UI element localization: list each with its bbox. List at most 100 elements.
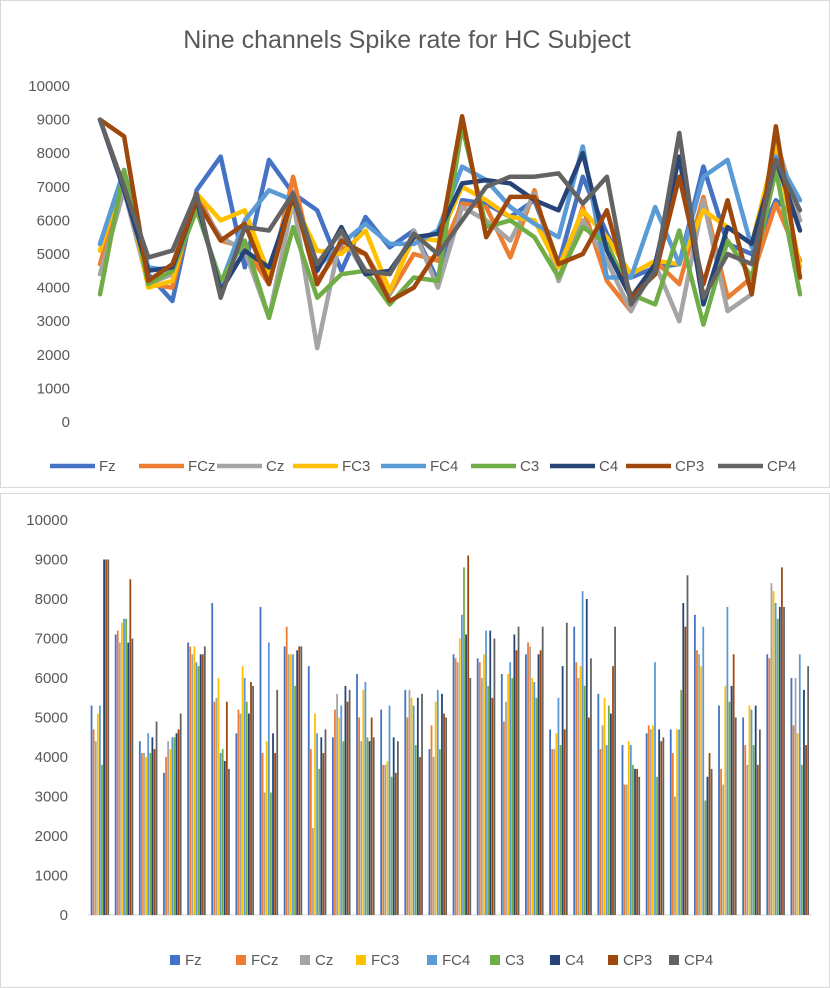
bar-fc3 [676,729,678,915]
bar-cp3 [443,713,445,915]
bar-fcz [237,709,240,915]
bar-c4 [103,559,105,915]
bar-cz [432,757,435,915]
bar-fz [476,658,479,916]
bar-c3 [149,753,152,915]
bar-c3 [607,705,610,915]
bar-c3 [101,764,103,915]
bar-c3 [680,689,683,915]
bar-fc3 [121,622,123,915]
legend-label: FCz [188,458,216,475]
bar-cp4 [445,717,448,915]
bar-fc3 [796,733,799,915]
legend-box-swatch [669,955,679,965]
bar-cz [191,654,194,915]
bar-c3 [414,745,417,915]
bar-chart-y-tick-label: 3000 [35,789,68,806]
bar-cp3 [394,772,397,915]
bar-c3 [221,749,224,915]
bar-cp4 [517,626,520,915]
legend-item-cp3: CP3 [608,952,652,969]
bar-fcz [696,650,698,915]
bar-fc3 [627,741,630,915]
bar-c4 [585,599,588,915]
bar-cp3 [636,768,639,915]
bar-chart-y-tick-label: 0 [60,907,68,924]
bar-fc4 [461,614,463,915]
bar-fcz [454,658,457,916]
bar-cp3 [708,753,711,915]
bar-fz [766,654,769,915]
bar-c4 [489,630,492,915]
bar-cp3 [346,701,349,915]
bar-cp3 [201,654,204,915]
legend-label: C4 [599,458,618,475]
bar-fcz [478,662,481,915]
legend-item-fz: Fz [170,952,202,969]
bar-c3 [511,678,514,915]
line-chart-plot-area [97,113,803,351]
line-chart-title: Nine channels Spike rate for HC Subject [183,26,631,54]
bar-fc3 [217,678,220,915]
bar-c4 [392,737,395,916]
legend-label: Fz [185,952,202,969]
line-chart-y-tick-label: 1000 [37,380,70,397]
legend-item-fc4: FC4 [381,458,458,475]
bar-cp4 [155,721,158,915]
bar-c4 [634,768,636,915]
bar-fc4 [485,630,487,915]
legend-item-fz: Fz [50,458,116,475]
bar-cp3 [274,753,277,915]
bar-chart-y-tick-label: 6000 [35,670,68,687]
bar-fc3 [434,701,437,915]
legend-item-cz: Cz [217,458,284,475]
bar-fc4 [243,678,246,915]
line-series-cp4 [97,117,803,307]
bar-cz [625,784,628,915]
bar-fc4 [750,709,753,915]
bar-fz [693,614,696,915]
bar-fc4 [123,618,125,916]
bar-fz [331,737,334,916]
bar-fc3 [241,666,244,915]
line-chart-legend: Fz FCz Cz FC3 FC4 C3 C4 CP3 CP4 [50,458,796,475]
legend-label: C4 [565,952,584,969]
bar-cp4 [638,776,641,916]
bar-cz [118,642,121,915]
bar-cz [167,741,170,915]
bar-fz [669,729,672,915]
bar-c3 [438,749,441,915]
bar-fc3 [362,689,365,915]
bar-cp3 [177,729,180,915]
bar-c3 [390,776,393,916]
line-series-cp3 [97,113,803,304]
legend-box-swatch [236,955,246,965]
bar-fc3 [579,666,582,915]
bar-fc4 [412,705,415,915]
bar-fcz [768,658,771,916]
bar-c4 [320,737,323,916]
bar-c3 [535,697,538,916]
legend-box-swatch [490,955,500,965]
bar-c3 [776,618,779,916]
bar-cp4 [421,693,423,915]
bar-fz [525,654,527,915]
bar-cp3 [660,741,663,915]
bar-chart-y-tick-label: 4000 [35,749,68,766]
bar-cp4 [565,622,568,915]
bar-chart-y-tick-label: 1000 [35,868,68,885]
bar-c4 [706,776,709,916]
bar-c3 [318,768,321,915]
legend-item-cp4: CP4 [718,458,796,475]
bar-c4 [465,634,467,915]
bar-fcz [527,642,529,915]
legend-label: CP4 [684,952,713,969]
bar-fz [380,709,383,915]
bar-fc3 [603,697,606,916]
bar-c4 [513,634,516,915]
bar-c4 [248,713,250,915]
bar-fz [138,741,141,915]
bar-fc4 [533,682,536,915]
bar-fc4 [292,654,294,915]
